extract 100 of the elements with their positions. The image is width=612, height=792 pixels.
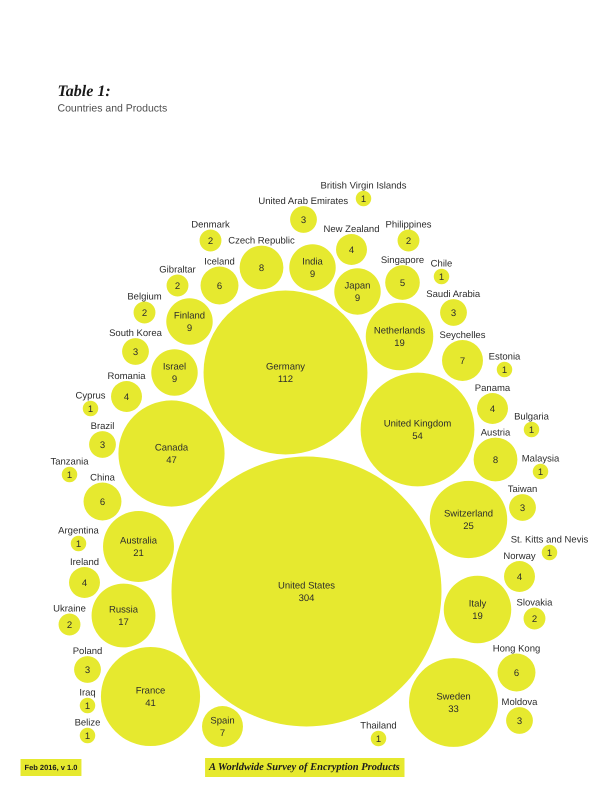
category-label: Iraq <box>79 688 96 699</box>
data-label: 3 <box>516 716 522 727</box>
category-label: Canada <box>154 442 189 454</box>
category-label: Belgium <box>127 291 162 302</box>
data-label: 1 <box>84 731 90 742</box>
category-label: Bulgaria <box>514 412 550 423</box>
category-label: Italy <box>468 598 486 610</box>
data-label: 1 <box>88 404 94 415</box>
data-label: 8 <box>258 263 264 274</box>
data-label: 304 <box>298 593 314 604</box>
category-label: Russia <box>108 604 139 616</box>
data-label: 1 <box>502 365 508 376</box>
category-label: India <box>302 256 324 268</box>
data-label: 9 <box>354 293 360 304</box>
category-label: Netherlands <box>374 325 426 336</box>
data-label: 2 <box>66 620 72 631</box>
data-label: 1 <box>538 467 544 478</box>
data-label: 6 <box>216 281 222 292</box>
data-label: 3 <box>84 665 90 676</box>
category-label: Taiwan <box>508 484 538 495</box>
text: A Worldwide Survey of Encryption Products <box>208 762 400 773</box>
category-label: Argentina <box>58 526 100 537</box>
data-label: 4 <box>124 392 130 403</box>
data-label: 2 <box>406 236 412 247</box>
category-label: Gibraltar <box>159 264 196 276</box>
data-label: 4 <box>490 404 496 415</box>
category-label: Czech Republic <box>228 235 296 246</box>
data-label: 3 <box>450 308 456 319</box>
category-label: Belize <box>74 718 100 729</box>
category-label: Thailand <box>360 720 397 732</box>
data-label: 19 <box>472 611 483 622</box>
category-label: Slovakia <box>516 597 554 608</box>
text: Table 1: <box>58 83 111 100</box>
category-label: Denmark <box>191 219 230 230</box>
category-label: Romania <box>107 370 146 382</box>
data-label: 1 <box>76 539 82 550</box>
data-label: 3 <box>132 347 138 358</box>
category-label: Hong Kong <box>492 643 540 654</box>
data-label: 3 <box>300 215 306 226</box>
data-label: 4 <box>348 245 354 256</box>
data-label: 1 <box>528 425 534 436</box>
data-label: 4 <box>516 572 522 583</box>
category-label: China <box>90 472 116 484</box>
data-label: 2 <box>142 308 148 319</box>
data-label: 6 <box>514 668 520 679</box>
category-label: Moldova <box>502 696 538 708</box>
category-label: Sweden <box>436 691 471 702</box>
data-label: 7 <box>460 356 466 367</box>
category-label: United Kingdom <box>384 418 452 430</box>
category-label: Estonia <box>488 352 522 363</box>
data-label: 8 <box>492 455 498 466</box>
data-label: 41 <box>145 698 156 710</box>
data-label: 112 <box>278 374 294 386</box>
category-label: Switzerland <box>444 508 494 520</box>
category-label: Austria <box>480 427 511 438</box>
data-label: 47 <box>166 455 177 466</box>
data-label: 21 <box>133 548 144 560</box>
category-label: New Zealand <box>324 224 380 235</box>
data-label: 2 <box>208 236 214 247</box>
data-label: 9 <box>186 323 192 334</box>
data-label: 1 <box>66 470 72 481</box>
category-label: Malaysia <box>522 454 560 465</box>
category-label: Poland <box>72 646 102 657</box>
category-label: South Korea <box>109 328 163 339</box>
data-label: 9 <box>310 269 316 280</box>
data-label: 1 <box>376 734 382 745</box>
category-label: Singapore <box>380 254 424 266</box>
data-label: 3 <box>520 503 526 514</box>
category-label: United States <box>278 580 336 592</box>
data-label: 33 <box>448 704 459 716</box>
category-label: Ukraine <box>53 603 86 614</box>
data-label: 7 <box>220 728 226 740</box>
category-label: Finland <box>174 310 206 322</box>
category-label: Philippines <box>386 219 432 230</box>
category-label: Iceland <box>204 256 235 268</box>
data-label: 2 <box>532 614 538 625</box>
category-label: Israel <box>162 361 186 372</box>
text: Countries and Products <box>58 102 168 114</box>
category-label: St. Kitts and Nevis <box>510 534 589 546</box>
data-label: 1 <box>546 548 552 559</box>
category-label: Japan <box>344 280 370 292</box>
category-label: United Arab Emirates <box>258 196 348 207</box>
category-label: Cyprus <box>75 390 106 402</box>
data-label: 3 <box>100 440 106 451</box>
category-label: Seychelles <box>440 330 486 341</box>
data-label: 2 <box>174 281 180 292</box>
category-label: Australia <box>120 535 158 546</box>
category-label: Germany <box>266 361 306 372</box>
data-label: 4 <box>82 578 88 589</box>
category-label: Norway <box>503 550 536 562</box>
data-label: 1 <box>84 701 90 712</box>
data-label: 1 <box>438 272 444 283</box>
data-label: 9 <box>172 374 178 386</box>
category-label: Saudi Arabia <box>426 288 481 300</box>
data-label: 6 <box>100 497 106 508</box>
data-label: 25 <box>463 521 474 532</box>
data-label: 54 <box>412 431 423 442</box>
category-label: Chile <box>430 258 452 270</box>
data-label: 1 <box>360 194 366 205</box>
category-label: Ireland <box>70 556 100 568</box>
